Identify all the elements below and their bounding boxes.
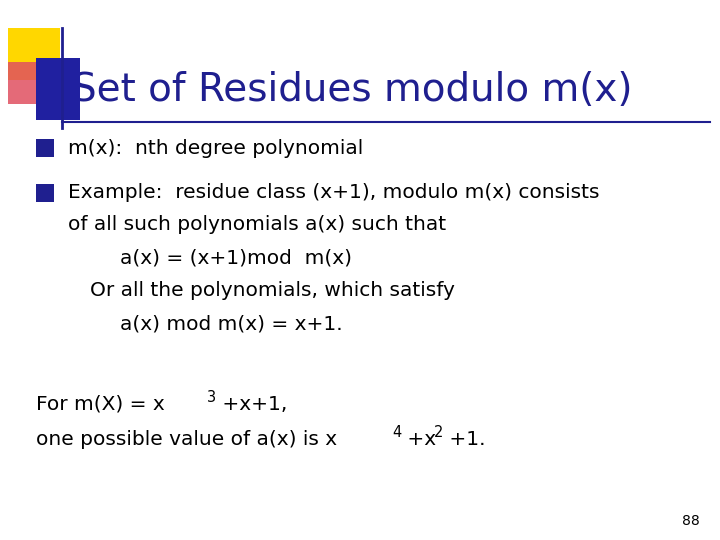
- Text: Or all the polynomials, which satisfy: Or all the polynomials, which satisfy: [90, 281, 455, 300]
- Bar: [36, 139, 54, 157]
- Bar: [36, 184, 54, 202]
- Text: +x: +x: [401, 430, 436, 449]
- Text: Example:  residue class (x+1), modulo m(x) consists: Example: residue class (x+1), modulo m(x…: [68, 184, 600, 202]
- Text: one possible value of a(x) is x: one possible value of a(x) is x: [36, 430, 337, 449]
- Text: a(x) = (x+1)mod  m(x): a(x) = (x+1)mod m(x): [120, 248, 352, 267]
- Text: 2: 2: [434, 425, 444, 440]
- Text: of all such polynomials a(x) such that: of all such polynomials a(x) such that: [68, 215, 446, 234]
- Text: m(x):  nth degree polynomial: m(x): nth degree polynomial: [68, 138, 364, 158]
- Text: +1.: +1.: [443, 430, 485, 449]
- Bar: [36, 58, 80, 120]
- Text: 88: 88: [683, 514, 700, 528]
- Text: Set of Residues modulo m(x): Set of Residues modulo m(x): [72, 71, 632, 109]
- Bar: [8, 28, 60, 80]
- Text: For m(X) = x: For m(X) = x: [36, 395, 165, 414]
- Text: 4: 4: [392, 425, 401, 440]
- Text: a(x) mod m(x) = x+1.: a(x) mod m(x) = x+1.: [120, 314, 343, 334]
- Bar: [8, 62, 50, 104]
- Text: +x+1,: +x+1,: [216, 395, 287, 414]
- Text: 3: 3: [207, 390, 216, 405]
